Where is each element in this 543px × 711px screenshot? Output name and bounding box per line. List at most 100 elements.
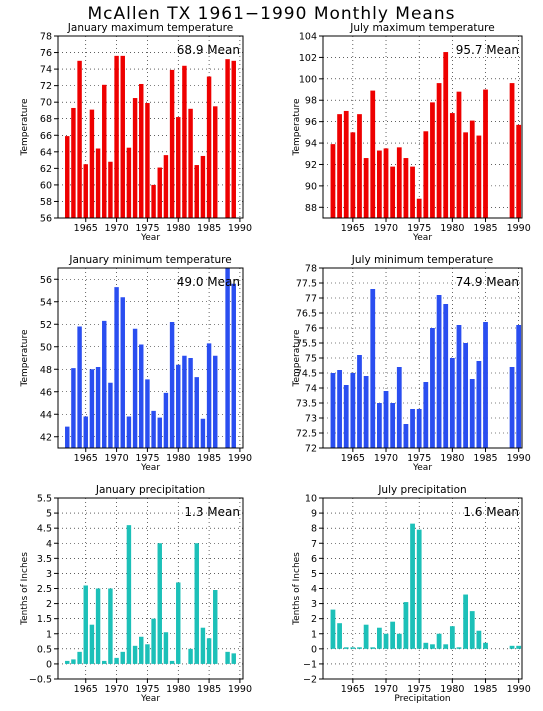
mean-annotation: 1.3 Mean <box>184 505 240 519</box>
x-axis-label: Year <box>140 233 160 243</box>
bar-1980 <box>176 364 181 448</box>
bar-1980 <box>176 117 181 218</box>
bar-1964 <box>77 60 82 219</box>
y-tick-label: 2.5 <box>37 584 52 595</box>
plot-frame <box>322 497 523 680</box>
x-tick-label: 1985 <box>473 684 497 695</box>
y-tick-label: 3 <box>311 599 317 610</box>
bar-1978 <box>436 83 442 218</box>
bar-1966 <box>89 369 95 448</box>
bar-1986 <box>213 355 218 448</box>
x-tick-label: 1975 <box>407 223 431 234</box>
x-axis-label: Year <box>140 463 160 473</box>
chart-title: July minimum temperature <box>351 254 493 266</box>
bar-1990 <box>516 325 522 448</box>
bar-1975 <box>416 529 422 649</box>
bar-1964 <box>77 651 82 664</box>
y-tick-label: 3 <box>46 569 52 580</box>
y-tick-label: 7 <box>311 539 317 550</box>
bar-1975 <box>145 103 150 218</box>
bar-1962 <box>330 373 336 448</box>
bar-1975 <box>145 379 150 448</box>
x-tick-label: 1980 <box>440 453 464 464</box>
bar-1963 <box>71 107 76 218</box>
bar-1985 <box>483 642 488 649</box>
bar-1981 <box>182 355 187 448</box>
bar-1976 <box>151 618 156 664</box>
x-tick-label: 1980 <box>166 453 190 464</box>
y-tick-label: 52 <box>40 320 52 331</box>
bar-1982 <box>188 648 193 664</box>
bar-1971 <box>390 621 396 649</box>
y-tick-label: 78 <box>40 32 52 43</box>
y-tick-label: 72 <box>305 444 317 455</box>
y-axis-label: Temperature <box>292 329 302 387</box>
bar-1969 <box>376 403 382 448</box>
plot-frame <box>57 267 244 449</box>
y-axis-label: Tenths of Inches <box>20 552 30 626</box>
x-tick-label: 1990 <box>228 684 252 695</box>
bar-1963 <box>71 659 76 664</box>
bar-1983 <box>469 611 475 649</box>
mean-annotation: 1.6 Mean <box>463 505 519 519</box>
bar-1968 <box>370 289 376 448</box>
bar-1977 <box>157 417 162 448</box>
bar-1981 <box>456 91 462 218</box>
bar-1982 <box>188 358 193 448</box>
bar-1985 <box>483 322 488 448</box>
x-tick-label: 1975 <box>135 453 159 464</box>
bar-1977 <box>430 644 435 649</box>
y-tick-label: 76 <box>305 324 317 335</box>
x-tick-label: 1970 <box>374 453 398 464</box>
plot-frame <box>322 35 523 219</box>
bar-1984 <box>476 630 482 649</box>
x-tick-label: 1990 <box>507 684 531 695</box>
bar-1965 <box>83 164 88 218</box>
bar-1989 <box>231 283 236 448</box>
y-tick-label: −1 <box>303 659 317 670</box>
bar-1974 <box>410 166 415 218</box>
bar-1966 <box>357 114 362 218</box>
bar-1976 <box>423 382 429 448</box>
x-tick-label: 1980 <box>166 684 190 695</box>
bar-1990 <box>516 645 522 649</box>
bar-1981 <box>182 65 187 218</box>
bar-1973 <box>132 645 138 664</box>
bar-1964 <box>343 110 349 218</box>
x-tick-label: 1985 <box>197 453 221 464</box>
bar-1963 <box>337 370 342 448</box>
bar-1974 <box>410 409 415 448</box>
x-axis-label: Year <box>412 233 432 243</box>
bar-1962 <box>65 426 70 448</box>
y-tick-label: 8 <box>311 524 317 535</box>
bar-1976 <box>423 131 429 218</box>
page-title: McAllen TX 1961−1990 Monthly Means <box>87 4 456 24</box>
chart-title: January precipitation <box>95 484 205 496</box>
y-tick-label: 68 <box>40 114 52 125</box>
plot-frame <box>57 35 244 219</box>
bar-1965 <box>350 647 356 649</box>
bar-1967 <box>95 367 101 448</box>
bar-1978 <box>163 392 169 448</box>
bar-1983 <box>194 377 199 448</box>
bar-1973 <box>403 602 409 649</box>
y-tick-label: 92 <box>305 160 317 171</box>
x-tick-label: 1985 <box>197 223 221 234</box>
bar-1984 <box>200 155 206 218</box>
bar-1968 <box>370 90 376 218</box>
bar-1962 <box>330 609 336 649</box>
bar-1981 <box>456 325 462 448</box>
y-tick-label: 75.5 <box>296 339 317 350</box>
y-tick-label: 96 <box>305 117 317 128</box>
x-tick-label: 1965 <box>341 684 365 695</box>
bar-1974 <box>139 83 144 219</box>
bar-1980 <box>449 626 455 649</box>
bar-1979 <box>169 660 175 664</box>
x-tick-label: 1980 <box>440 223 464 234</box>
bar-1969 <box>376 150 382 218</box>
y-tick-label: 9 <box>311 509 317 520</box>
bar-1966 <box>357 355 362 448</box>
bar-1968 <box>370 647 376 649</box>
y-tick-label: 102 <box>299 53 317 64</box>
y-tick-label: 5.5 <box>37 494 52 505</box>
